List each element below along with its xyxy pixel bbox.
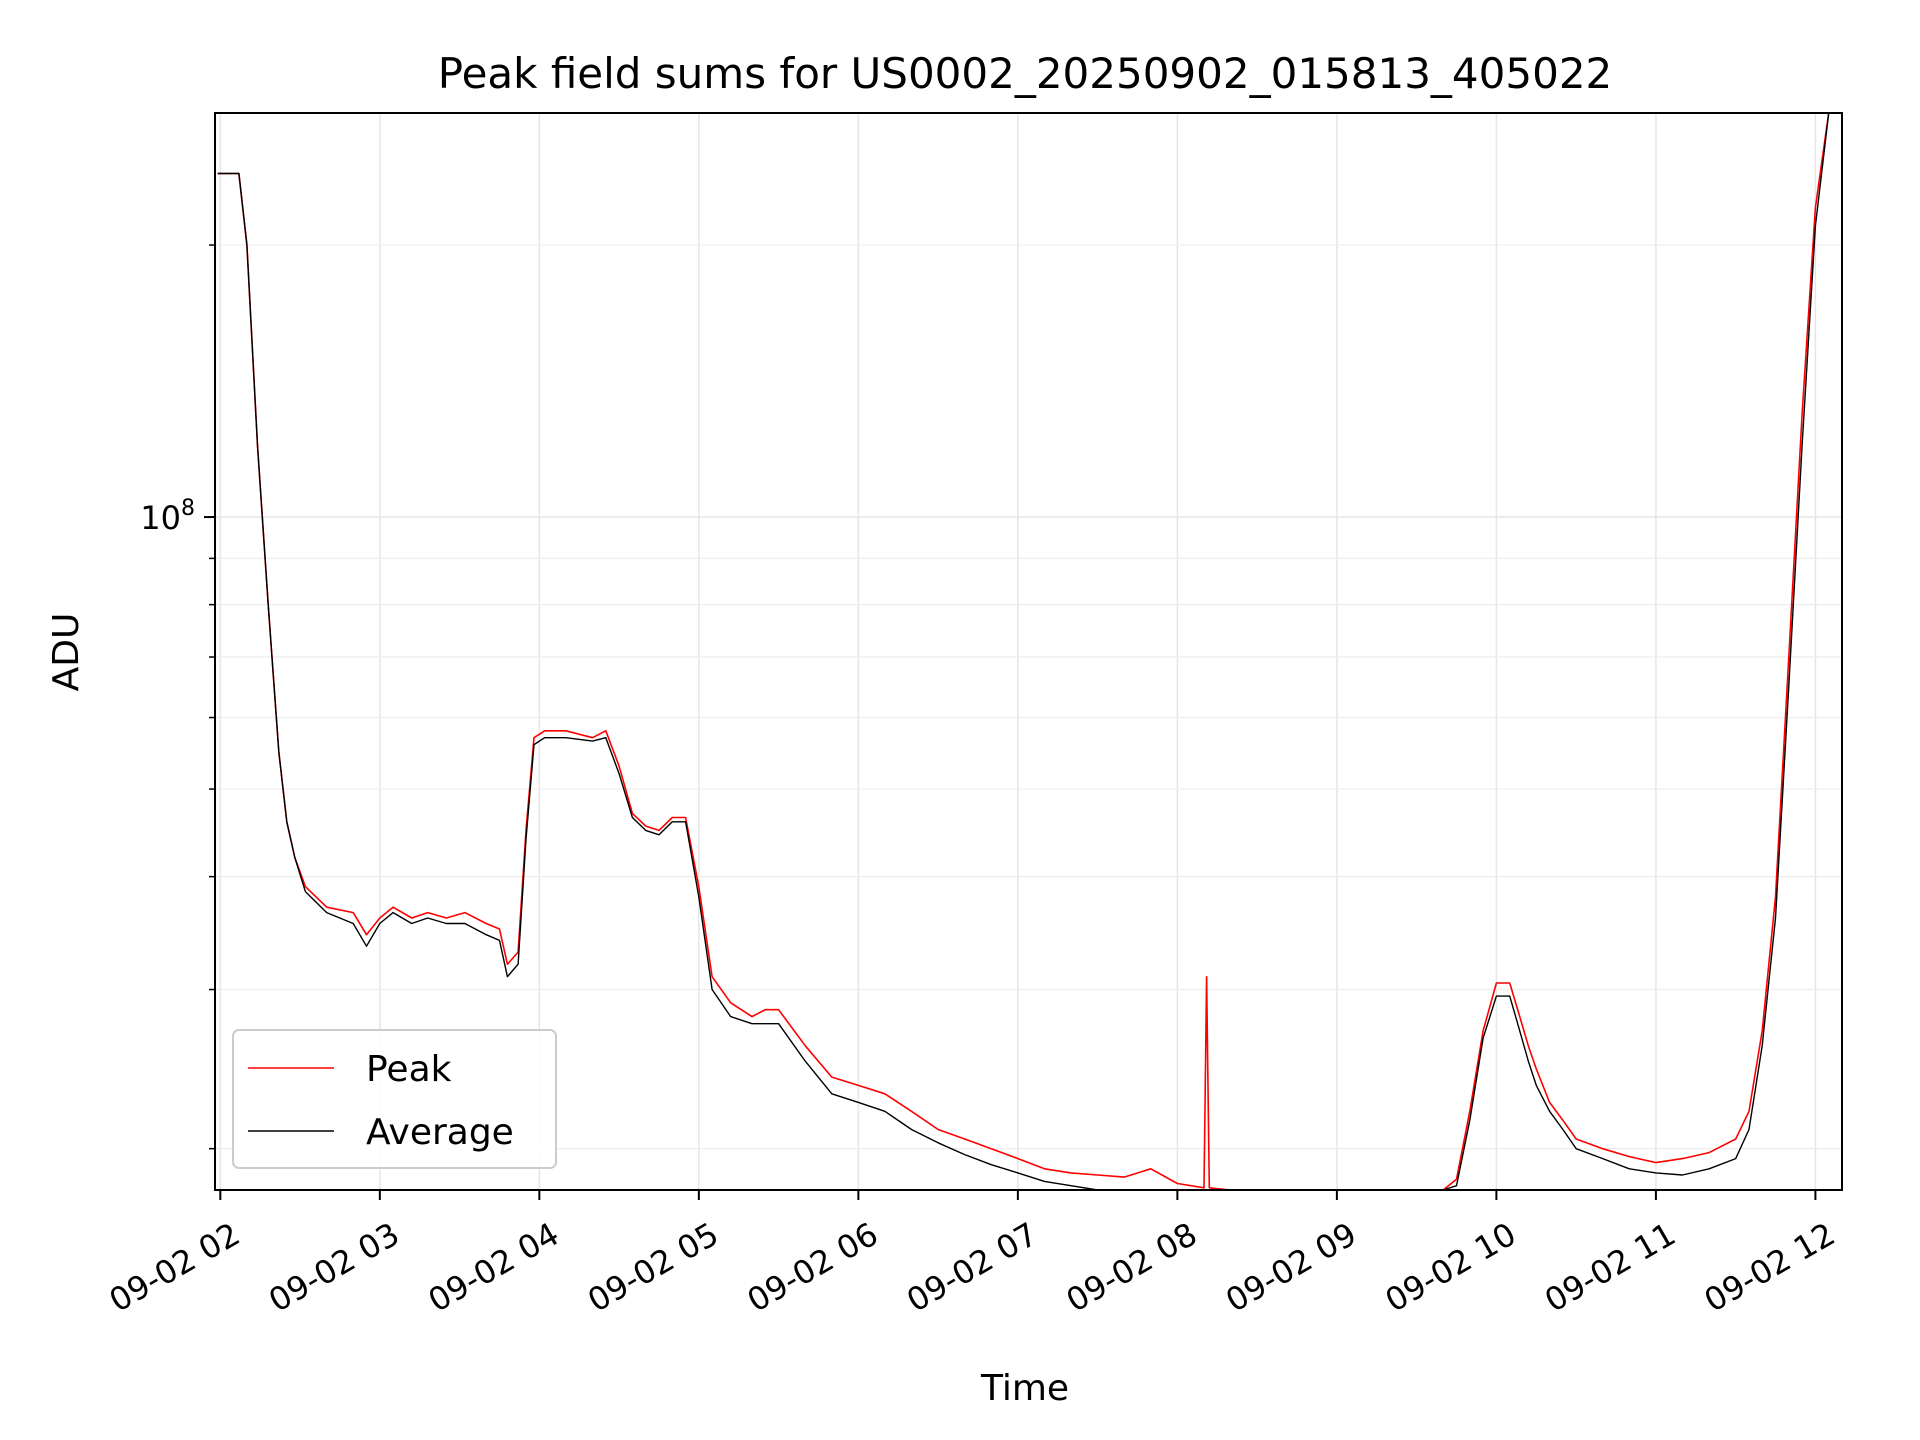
x-tick-label: 09-02 05 [581, 1215, 725, 1320]
legend-label-peak: Peak [366, 1049, 452, 1090]
legend-box [232, 1029, 557, 1169]
x-tick-label: 09-02 07 [900, 1215, 1044, 1320]
x-tick-label: 09-02 04 [422, 1215, 566, 1320]
legend-label-average: Average [366, 1112, 514, 1153]
x-tick-label: 09-02 06 [741, 1215, 885, 1320]
x-tick-label: 09-02 02 [103, 1215, 247, 1320]
chart-title: Peak field sums for US0002_20250902_0158… [438, 49, 1613, 98]
x-tick-label: 09-02 12 [1698, 1215, 1842, 1320]
grid-layer [215, 113, 1842, 1190]
series-line-average [217, 112, 1830, 1191]
series-line-peak [217, 112, 1830, 1191]
x-tick-label: 09-02 10 [1379, 1215, 1523, 1320]
x-tick-label: 09-02 09 [1219, 1215, 1363, 1320]
x-axis-label: Time [980, 1368, 1069, 1409]
x-tick-label: 09-02 11 [1538, 1215, 1682, 1320]
plot-frame [214, 112, 1843, 1191]
series-layer [217, 112, 1830, 1191]
x-tick-label: 09-02 08 [1060, 1215, 1204, 1320]
x-tick-label: 09-02 03 [262, 1215, 406, 1320]
y-tick-label: 108 [140, 496, 195, 537]
y-axis-label: ADU [46, 613, 87, 692]
legend: Peak Average [232, 1029, 557, 1169]
